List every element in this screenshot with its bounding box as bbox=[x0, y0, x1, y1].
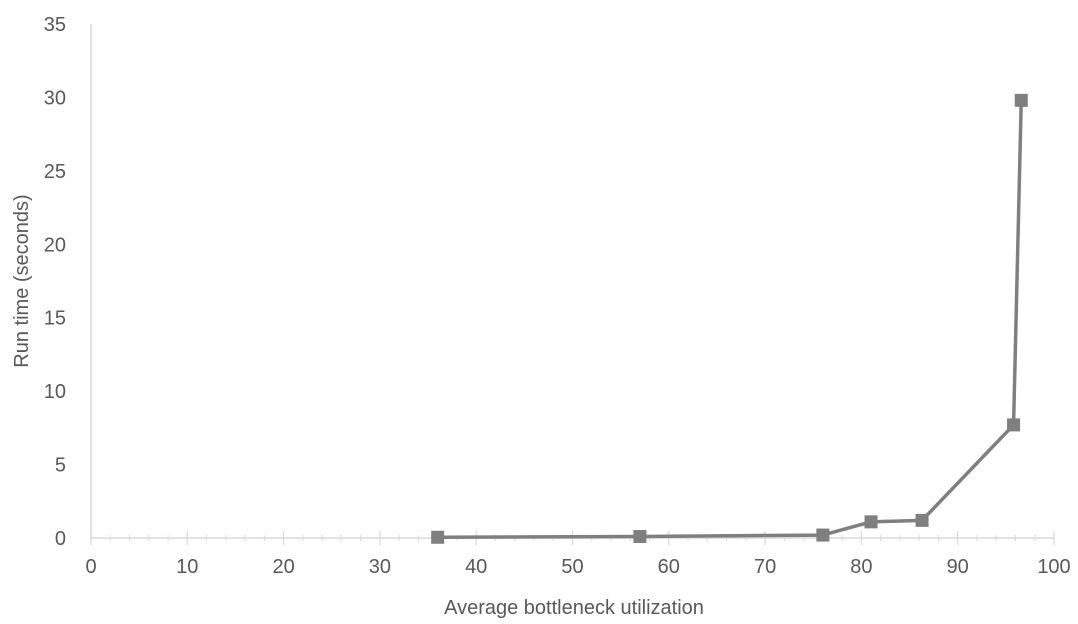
x-tick-label: 100 bbox=[1037, 556, 1070, 578]
x-tick-label: 0 bbox=[85, 556, 96, 578]
y-tick-label: 35 bbox=[44, 14, 66, 36]
x-tick-label: 80 bbox=[850, 556, 872, 578]
y-tick-label: 30 bbox=[44, 87, 66, 109]
series-layer bbox=[431, 93, 1028, 544]
x-tick-label: 30 bbox=[369, 556, 391, 578]
y-tick-label: 15 bbox=[44, 308, 66, 330]
x-axis-title: Average bottleneck utilization bbox=[444, 597, 704, 619]
x-tick-label: 60 bbox=[658, 556, 680, 578]
x-tick-label: 70 bbox=[754, 556, 776, 578]
x-tick-label: 10 bbox=[176, 556, 198, 578]
data-point-marker bbox=[431, 530, 445, 544]
x-tick-label: 20 bbox=[272, 556, 294, 578]
data-point-marker bbox=[915, 513, 929, 527]
data-point-marker bbox=[864, 515, 878, 529]
y-tick-label: 20 bbox=[44, 234, 66, 256]
x-tick-label: 40 bbox=[465, 556, 487, 578]
data-point-marker bbox=[1014, 93, 1028, 107]
y-tick-label: 10 bbox=[44, 381, 66, 403]
y-tick-label: 5 bbox=[55, 455, 66, 477]
data-point-marker bbox=[1007, 418, 1021, 432]
data-point-marker bbox=[816, 528, 830, 542]
x-tick-label: 50 bbox=[561, 556, 583, 578]
y-tick-label: 0 bbox=[55, 528, 66, 550]
series-line bbox=[437, 100, 1024, 540]
data-point-marker bbox=[633, 530, 647, 544]
y-axis-title: Run time (seconds) bbox=[11, 194, 33, 367]
x-tick-label: 90 bbox=[947, 556, 969, 578]
y-tick-label: 25 bbox=[44, 161, 66, 183]
axes-layer: 0 10 20 30 40 50 60 70 80 90 100 0 5 10 15 20 25 30 35 bbox=[44, 14, 1071, 578]
